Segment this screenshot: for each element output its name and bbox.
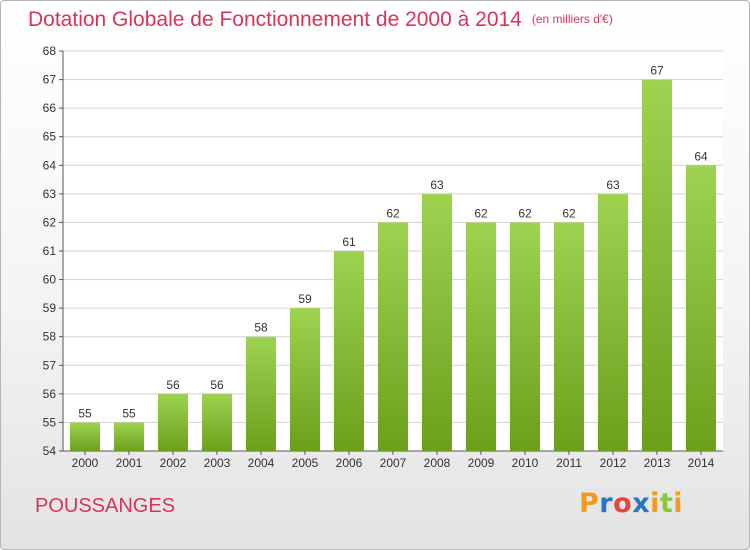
y-tick-label: 60 xyxy=(43,273,57,287)
x-tick-label: 2007 xyxy=(380,456,407,470)
logo-letter: o xyxy=(613,488,633,519)
x-tick-label: 2006 xyxy=(336,456,363,470)
logo-letter: i xyxy=(650,488,660,519)
x-tick-label: 2010 xyxy=(512,456,539,470)
x-tick-label: 2013 xyxy=(644,456,671,470)
y-tick-label: 61 xyxy=(43,244,57,258)
data-label: 56 xyxy=(210,378,224,392)
data-label: 63 xyxy=(430,178,444,192)
y-tick-label: 63 xyxy=(43,187,57,201)
y-tick-label: 56 xyxy=(43,387,57,401)
bar xyxy=(598,193,628,451)
y-tick-label: 62 xyxy=(43,215,57,229)
y-tick-label: 67 xyxy=(43,73,57,87)
logo-letter: P xyxy=(579,488,600,519)
y-tick-label: 64 xyxy=(43,158,57,172)
bar xyxy=(158,393,188,451)
bar xyxy=(510,222,540,451)
bar xyxy=(554,222,584,451)
commune-name: POUSSANGES xyxy=(35,495,176,517)
bar xyxy=(642,79,672,452)
bar xyxy=(290,308,320,451)
data-label: 63 xyxy=(606,178,620,192)
data-label: 56 xyxy=(166,378,180,392)
bar xyxy=(334,251,364,451)
proxiti-logo: Proxiti xyxy=(579,488,683,519)
data-label: 64 xyxy=(694,149,708,163)
x-tick-label: 2008 xyxy=(424,456,451,470)
x-tick-label: 2000 xyxy=(72,456,99,470)
x-tick-label: 2003 xyxy=(204,456,231,470)
x-tick-label: 2002 xyxy=(160,456,187,470)
data-label: 55 xyxy=(78,406,92,420)
logo-letter: i xyxy=(673,488,684,519)
y-tick-label: 66 xyxy=(43,101,57,115)
data-label: 62 xyxy=(518,206,532,220)
y-tick-label: 58 xyxy=(43,330,57,344)
bar xyxy=(422,193,452,451)
bar xyxy=(686,165,716,452)
data-label: 62 xyxy=(386,206,400,220)
x-tick-label: 2012 xyxy=(600,456,627,470)
y-tick-label: 68 xyxy=(43,44,57,58)
logo-letter: t xyxy=(659,488,674,519)
y-tick-label: 54 xyxy=(43,444,57,458)
x-tick-label: 2009 xyxy=(468,456,495,470)
y-tick-label: 57 xyxy=(43,358,57,372)
x-tick-label: 2005 xyxy=(292,456,319,470)
x-tick-label: 2001 xyxy=(116,456,143,470)
y-tick-label: 65 xyxy=(43,130,57,144)
bar xyxy=(246,336,276,451)
data-label: 62 xyxy=(474,206,488,220)
y-tick-label: 55 xyxy=(43,415,57,429)
bar xyxy=(378,222,408,451)
data-label: 55 xyxy=(122,406,136,420)
bar xyxy=(114,422,144,451)
bar xyxy=(70,422,100,451)
data-label: 61 xyxy=(342,235,356,249)
x-tick-label: 2011 xyxy=(556,456,582,470)
chart-subtitle: (en milliers d'€) xyxy=(531,12,613,26)
logo-letter: x xyxy=(632,488,651,519)
chart-title: Dotation Globale de Fonctionnement de 20… xyxy=(28,8,613,32)
data-label: 59 xyxy=(298,292,312,306)
data-label: 62 xyxy=(562,206,576,220)
x-tick-label: 2014 xyxy=(688,456,715,470)
data-label: 67 xyxy=(650,64,664,78)
data-label: 58 xyxy=(254,321,268,335)
y-tick-label: 59 xyxy=(43,301,57,315)
bar xyxy=(466,222,496,451)
logo-letter: r xyxy=(599,488,614,519)
bar xyxy=(202,393,232,451)
chart-title-text: Dotation Globale de Fonctionnement de 20… xyxy=(28,8,522,31)
x-tick-label: 2004 xyxy=(248,456,275,470)
